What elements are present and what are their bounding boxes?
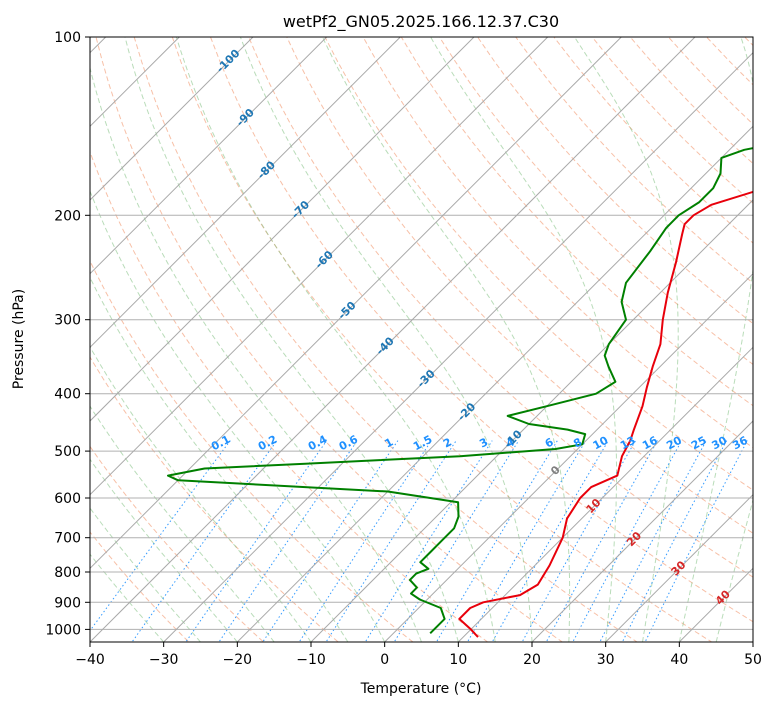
mixing-ratio-label: 20	[664, 434, 684, 453]
isotherm-line	[90, 37, 696, 642]
moist-adiabat	[124, 37, 459, 642]
isotherm-line	[605, 493, 753, 642]
dry-adiabat	[90, 259, 414, 642]
mixing-ratio-line	[364, 440, 493, 642]
mixing-ratio-line	[298, 440, 432, 642]
moist-adiabat	[90, 65, 422, 642]
mixing-ratio-label: 36	[730, 434, 750, 453]
moist-adiabat	[430, 37, 617, 642]
x-tick-label: 40	[670, 652, 688, 668]
mixing-ratio-line	[325, 440, 457, 642]
moist-adiabat	[90, 458, 238, 642]
dry-adiabat	[133, 37, 638, 642]
x-axis-ticks: −40 −30 −20 −10 0 10 20 30 40 50	[75, 642, 762, 668]
y-tick-label: 800	[54, 565, 81, 581]
y-tick-label: 400	[54, 387, 81, 403]
mixing-ratio-label: 13	[618, 434, 638, 453]
temperature-profile-line	[458, 190, 753, 638]
y-tick-label: 600	[54, 491, 81, 507]
mixing-ratio-line	[572, 440, 683, 642]
moist-adiabat	[175, 37, 496, 642]
y-tick-label: 100	[54, 30, 81, 46]
mixing-ratio-line	[491, 440, 609, 642]
mixing-ratio-label: 16	[640, 434, 660, 453]
isotherm-line	[90, 37, 401, 349]
y-tick-label: 700	[54, 531, 81, 547]
mixing-ratio-label: 30	[710, 434, 730, 453]
isotherm-line	[90, 37, 328, 275]
isotherm-line	[310, 199, 753, 642]
x-axis-label: Temperature (°C)	[360, 681, 482, 697]
y-axis-ticks: 100 200 300 400 500 600 700 800 900 1000	[45, 30, 90, 638]
mixing-ratio-line	[521, 440, 637, 642]
dry-adiabat	[95, 37, 564, 642]
chart-title: wetPf2_GN05.2025.166.12.37.C30	[283, 12, 559, 32]
mixing-ratio-label: 25	[689, 434, 709, 453]
x-tick-label: 0	[380, 652, 389, 668]
pressure-gridlines	[90, 37, 753, 630]
isotherm-line	[531, 420, 753, 642]
dry-adiabat	[515, 37, 753, 284]
dry-adiabat	[248, 37, 753, 578]
moist-adiabat	[239, 37, 533, 642]
mixing-ratio-line	[262, 440, 399, 642]
mixing-ratio-label: 10	[591, 434, 611, 453]
plot-area: 0.1 0.2 0.4 0.6 1 1.5 2 3 4 6 8 10 13 16 20 25 30 36-100-…	[90, 37, 753, 642]
x-tick-label: −30	[149, 652, 179, 668]
moist-adiabat	[678, 37, 753, 642]
sounding-series	[167, 147, 753, 638]
dry-adiabat	[209, 37, 753, 623]
dry-adiabat	[362, 37, 753, 449]
x-tick-label: 10	[449, 652, 467, 668]
isotherm-line	[163, 51, 753, 642]
isotherm-line	[90, 37, 475, 422]
isotherm-line	[457, 346, 753, 642]
x-tick-label: −20	[223, 652, 253, 668]
mixing-ratio-line	[185, 440, 328, 642]
x-tick-label: 50	[744, 652, 762, 668]
x-tick-label: −40	[75, 652, 105, 668]
isotherm-line	[236, 125, 753, 642]
isotherm-line	[90, 37, 622, 570]
x-tick-label: 30	[597, 652, 615, 668]
mixing-ratio-line	[599, 440, 707, 642]
mixing-ratio-line	[545, 440, 659, 642]
y-tick-label: 1000	[45, 622, 81, 638]
mixing-ratio-line	[621, 440, 728, 642]
moist-adiabat	[715, 498, 753, 642]
moist-adiabat	[90, 405, 275, 642]
y-tick-label: 500	[54, 444, 81, 460]
y-tick-label: 200	[54, 208, 81, 224]
isotherm-line	[90, 37, 254, 201]
moist-adiabat	[573, 37, 679, 642]
isotherm-line	[90, 37, 549, 496]
x-tick-label: −10	[296, 652, 326, 668]
mixing-ratio-line	[131, 440, 278, 642]
moist-adiabat	[90, 276, 349, 642]
dewpoint-profile-line	[167, 147, 753, 635]
x-tick-label: 20	[523, 652, 541, 668]
y-tick-label: 300	[54, 313, 81, 329]
y-axis-label: Pressure (hPa)	[11, 289, 27, 389]
isotherm-lines	[90, 37, 753, 642]
plot-frame	[89, 36, 754, 643]
y-tick-label: 900	[54, 595, 81, 611]
moist-adiabat	[90, 189, 386, 642]
moist-adiabats	[90, 37, 753, 642]
dry-adiabat	[90, 150, 489, 642]
dry-adiabat	[400, 37, 753, 407]
moist-adiabat	[321, 37, 571, 642]
mixing-ratio-line	[435, 440, 558, 642]
isotherm-line	[384, 272, 753, 642]
dry-adiabat	[90, 356, 339, 642]
dry-adiabat	[477, 37, 753, 325]
